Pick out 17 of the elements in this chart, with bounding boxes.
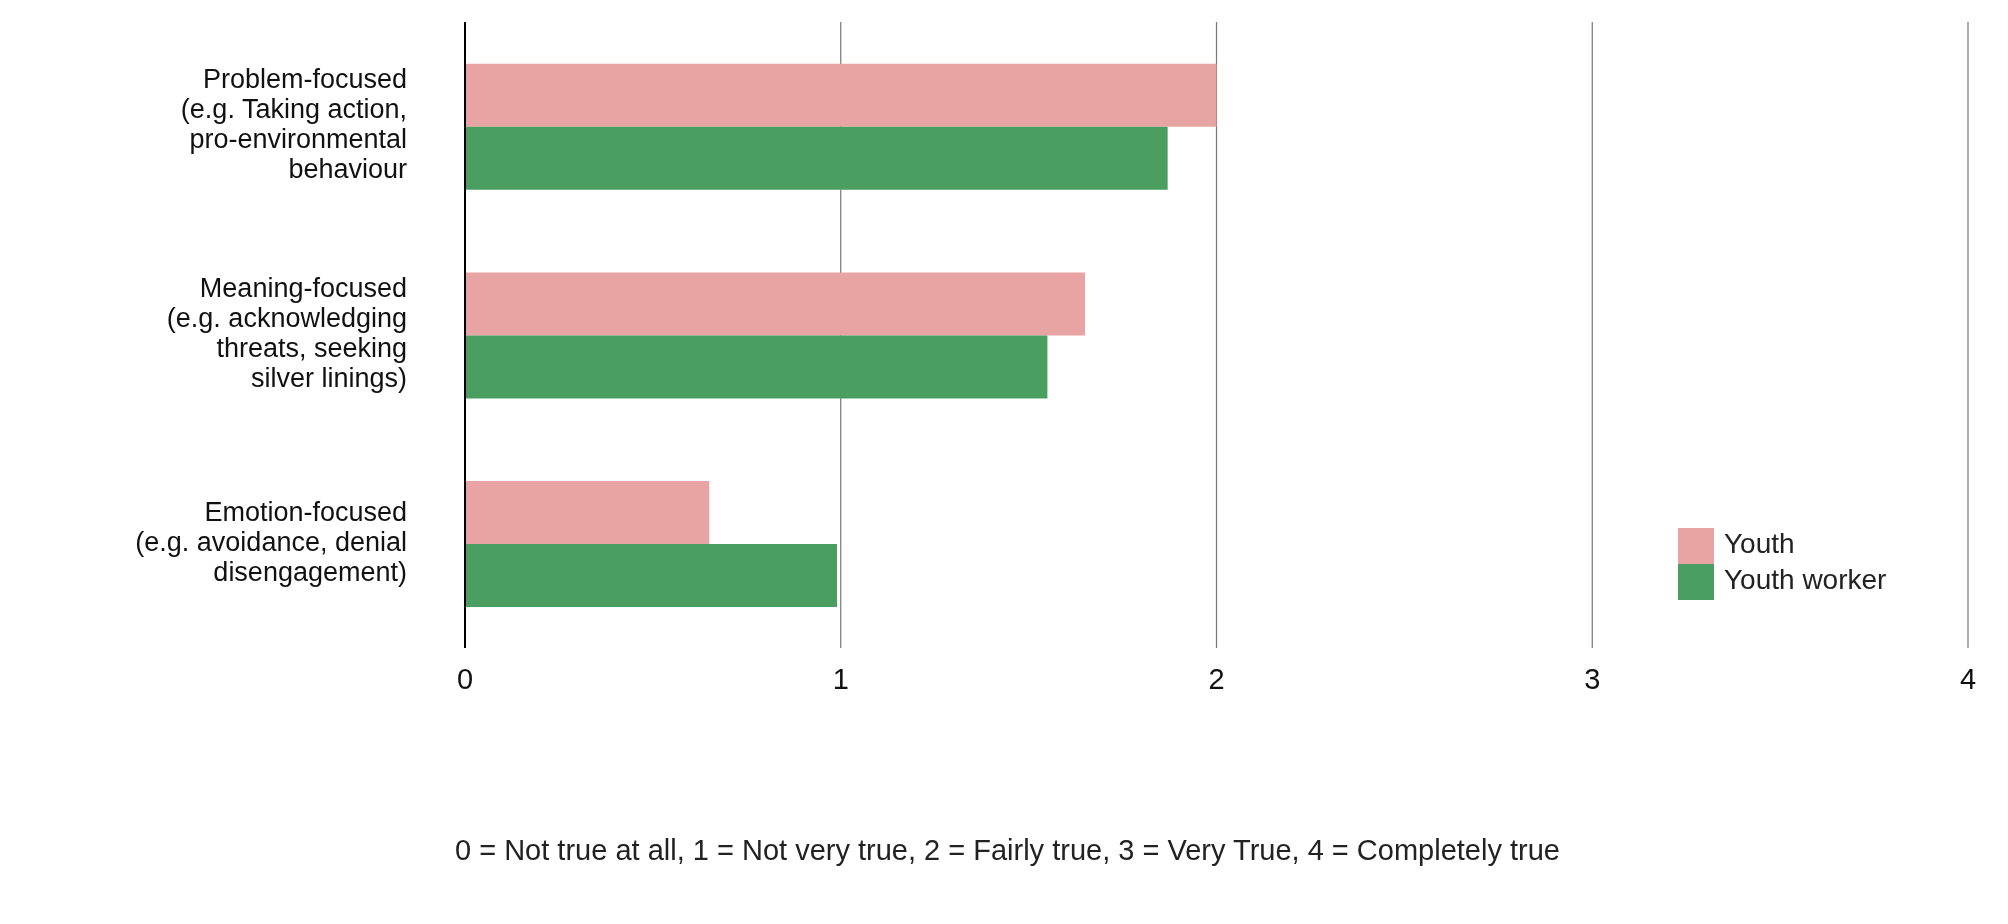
- x-tick-label: 1: [832, 662, 849, 695]
- y-tick-label: Meaning-focused (e.g. acknowledging threats, seeking silver linings): [166, 273, 407, 394]
- bar: [465, 481, 710, 545]
- x-tick-label: 3: [1584, 662, 1601, 695]
- x-tick-label: 4: [1959, 662, 1977, 695]
- y-tick-label: Problem-focused (e.g. Taking action, pro-environmental behaviour: [180, 64, 407, 185]
- y-tick-label: Emotion-focused (e.g. avoidance, denial disengagement): [135, 496, 407, 587]
- text: 0 = Not true at all, 1 = Not very true, 2 = Fairly true, 3 = Very True, 4 = Completely true: [455, 833, 1561, 868]
- legend-label: Youth: [1724, 528, 1795, 560]
- legend-label: Youth worker: [1724, 564, 1887, 596]
- bar: [465, 63, 1217, 127]
- x-tick-label: 0: [456, 662, 474, 695]
- bar: [465, 272, 1085, 336]
- bar: [465, 126, 1168, 190]
- x-tick-label: 2: [1208, 662, 1225, 695]
- bar: [465, 335, 1048, 399]
- bar: [465, 544, 837, 608]
